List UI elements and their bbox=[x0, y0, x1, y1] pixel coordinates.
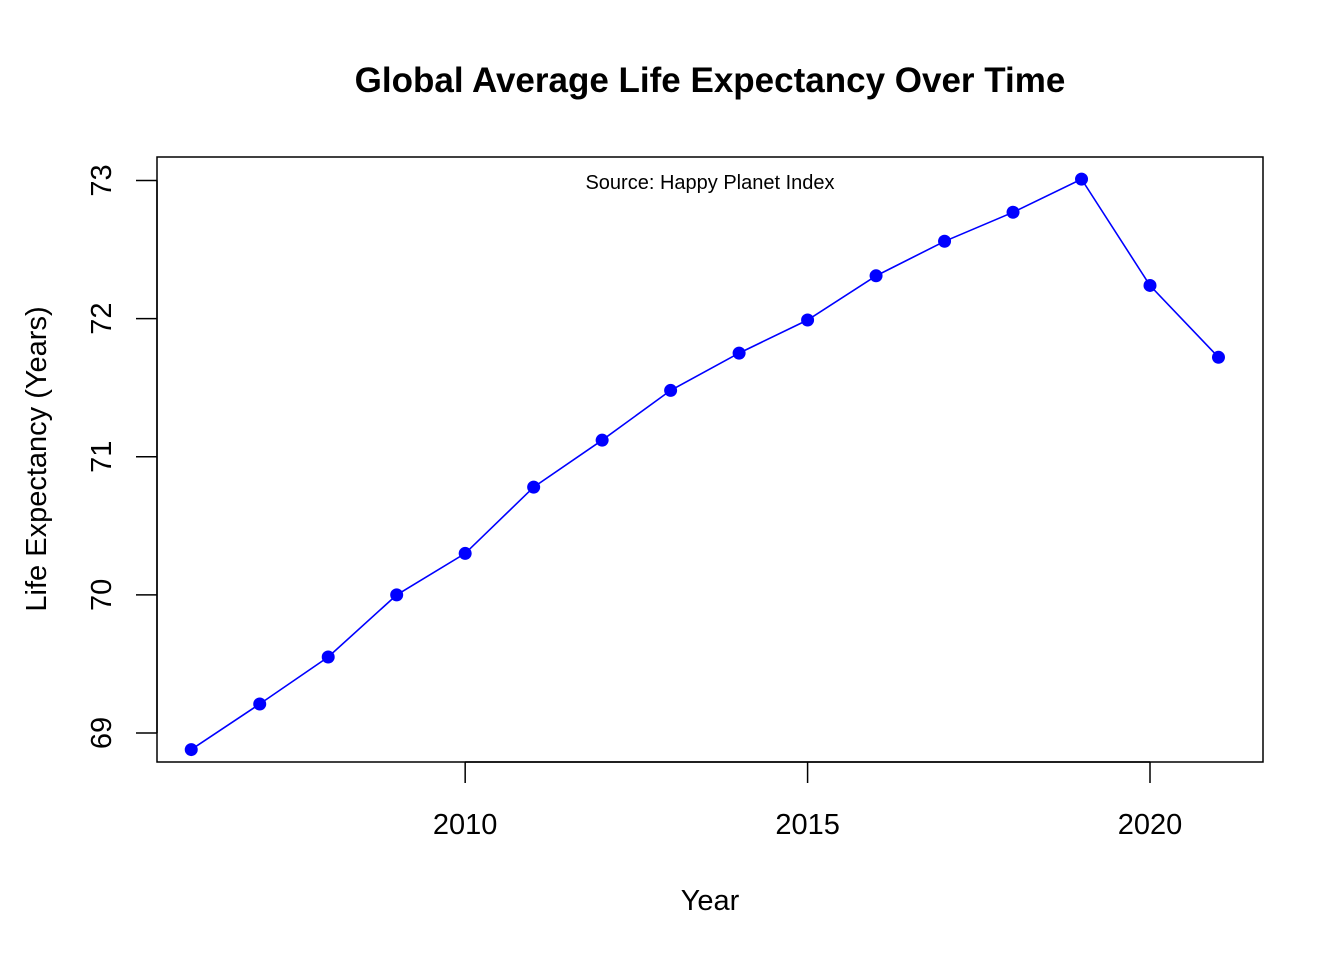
plot-frame bbox=[156, 156, 1264, 763]
series-layer bbox=[184, 172, 1225, 757]
data-point bbox=[321, 650, 335, 664]
data-point bbox=[664, 383, 678, 397]
y-tick-label: 73 bbox=[86, 164, 118, 196]
data-point bbox=[938, 234, 952, 248]
data-point bbox=[1211, 350, 1225, 364]
data-point bbox=[184, 743, 198, 757]
x-axis-label: Year bbox=[681, 885, 740, 917]
y-tick-label: 70 bbox=[86, 579, 118, 611]
x-tick-label: 2010 bbox=[433, 809, 498, 841]
data-point bbox=[595, 433, 609, 447]
x-tick-label: 2015 bbox=[775, 809, 840, 841]
y-axis-label: Life Expectancy (Years) bbox=[21, 306, 53, 611]
y-tick-label: 72 bbox=[86, 302, 118, 334]
data-point bbox=[1006, 205, 1020, 219]
data-point bbox=[801, 313, 815, 327]
chart-title: Global Average Life Expectancy Over Time bbox=[355, 61, 1066, 100]
x-tick-label: 2020 bbox=[1118, 809, 1183, 841]
data-point bbox=[732, 346, 746, 360]
y-tick-label: 69 bbox=[86, 717, 118, 749]
data-point bbox=[527, 480, 541, 494]
y-axis: 69 70 71 72 73 bbox=[86, 164, 158, 749]
source-annotation: Source: Happy Planet Index bbox=[585, 172, 834, 194]
series-line bbox=[190, 178, 1220, 751]
x-axis: 2010 2015 2020 bbox=[433, 761, 1183, 841]
data-point bbox=[458, 546, 472, 560]
y-tick-label: 71 bbox=[86, 441, 118, 473]
data-point bbox=[390, 588, 404, 602]
data-point bbox=[869, 269, 883, 283]
data-point bbox=[253, 697, 267, 711]
data-point bbox=[1075, 172, 1089, 186]
data-point bbox=[1143, 278, 1157, 292]
